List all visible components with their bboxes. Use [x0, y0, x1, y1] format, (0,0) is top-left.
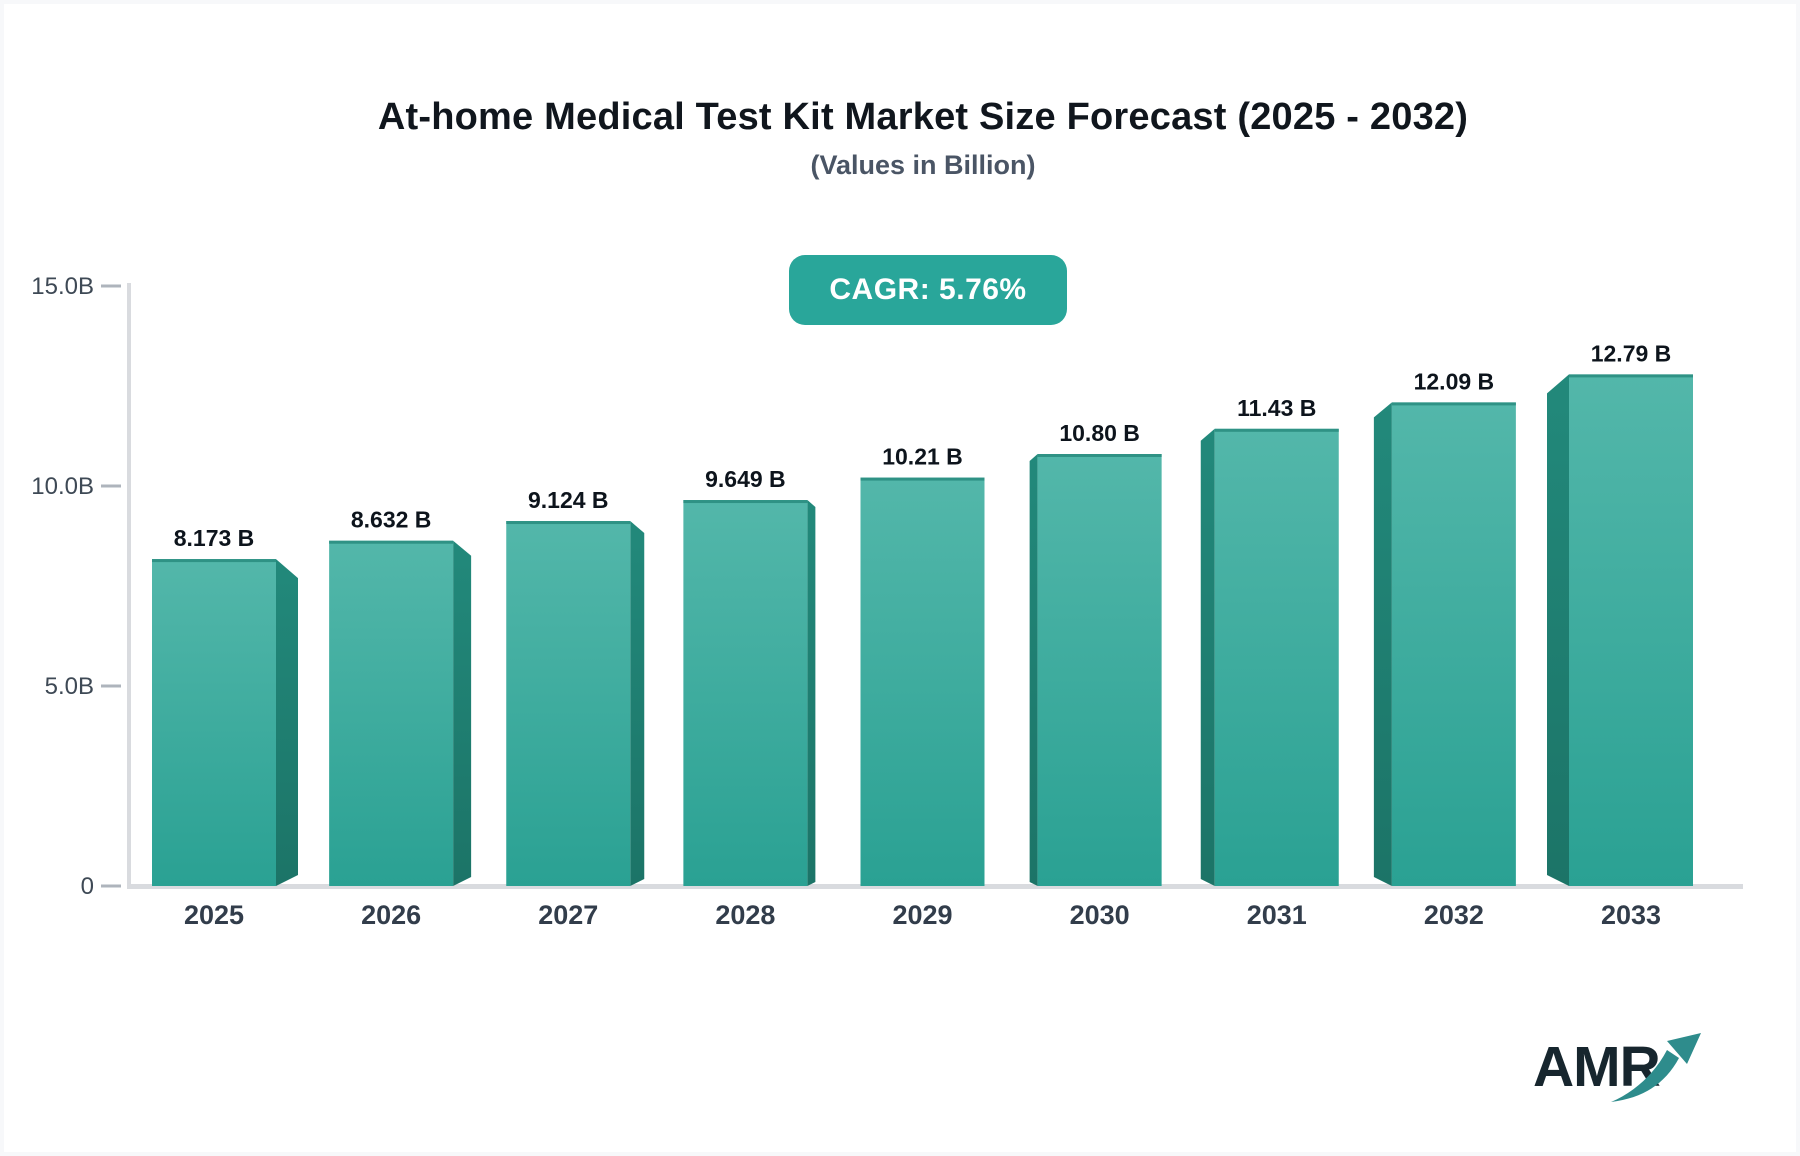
y-tick-mark-0	[101, 884, 121, 888]
bar-side-2032	[1373, 402, 1392, 886]
value-label-2030: 10.80 B	[1059, 420, 1140, 446]
value-label-2031: 11.43 B	[1237, 395, 1316, 421]
bar-side-2026	[453, 540, 472, 886]
bar-top-edge-2027	[506, 521, 631, 525]
x-tick-label-2028: 2028	[715, 900, 775, 930]
bar-2032	[1391, 402, 1516, 886]
value-label-2027: 9.124 B	[528, 487, 609, 513]
bar-side-2030	[1029, 454, 1038, 886]
x-axis-line	[127, 884, 1743, 889]
x-tick-label-2027: 2027	[538, 900, 598, 930]
x-tick-label-2030: 2030	[1070, 900, 1130, 930]
value-label-2033: 12.79 B	[1591, 340, 1672, 366]
y-tick-mark-15.0B	[101, 284, 121, 288]
bar-top-edge-2032	[1391, 402, 1516, 406]
y-tick-label-0: 0	[81, 873, 94, 900]
bar-2027	[506, 521, 631, 886]
bar-2025	[152, 559, 276, 886]
x-tick-label-2026: 2026	[361, 900, 421, 930]
x-tick-label-2029: 2029	[892, 900, 952, 930]
x-tick-label-2025: 2025	[184, 900, 244, 930]
plot-area: 15.0B 10.0B 5.0B 0 8.173 B 2025 8.632 B 2026 9.1…	[31, 273, 1743, 930]
value-label-2029: 10.21 B	[882, 444, 963, 470]
value-label-2032: 12.09 B	[1414, 368, 1495, 394]
value-label-2026: 8.632 B	[351, 507, 432, 533]
x-tick-label-2032: 2032	[1424, 900, 1484, 930]
bar-top-edge-2030	[1037, 454, 1162, 457]
bar-top-edge-2031	[1214, 428, 1339, 432]
chart-title: At-home Medical Test Kit Market Size For…	[377, 96, 1469, 138]
cagr-badge: CAGR: 5.76%	[789, 255, 1067, 325]
x-tick-label-2033: 2033	[1601, 900, 1661, 930]
value-label-2028: 9.649 B	[705, 466, 786, 492]
bar-side-2031	[1200, 428, 1215, 886]
bar-2029	[860, 477, 985, 886]
x-tick-label-2031: 2031	[1247, 900, 1307, 930]
amr-logo-arrow-icon	[1611, 1033, 1701, 1102]
bar-2030	[1037, 454, 1162, 886]
bar-top-edge-2028	[683, 500, 808, 504]
bar-side-2025	[276, 559, 298, 886]
y-tick-label-15.0B: 15.0B	[31, 273, 94, 300]
bar-2028	[683, 500, 808, 886]
bar-top-edge-2025	[152, 559, 276, 563]
chart-subtitle: (Values in Billion)	[810, 150, 1036, 180]
bar-top-edge-2026	[329, 540, 454, 544]
y-tick-label-10.0B: 10.0B	[31, 473, 94, 500]
bar-top-edge-2029	[860, 477, 985, 481]
value-label-2025: 8.173 B	[174, 525, 255, 551]
y-axis-line	[127, 283, 131, 889]
y-tick-mark-10.0B	[101, 484, 121, 488]
bar-side-2027	[630, 521, 645, 886]
bar-2026	[329, 540, 454, 886]
y-tick-mark-5.0B	[101, 684, 121, 688]
bar-2031	[1214, 428, 1339, 886]
bar-side-2028	[807, 500, 816, 886]
bar-2033	[1569, 374, 1693, 886]
bar-top-edge-2033	[1569, 374, 1693, 378]
bar-side-2033	[1547, 374, 1569, 886]
y-tick-label-5.0B: 5.0B	[45, 673, 94, 700]
